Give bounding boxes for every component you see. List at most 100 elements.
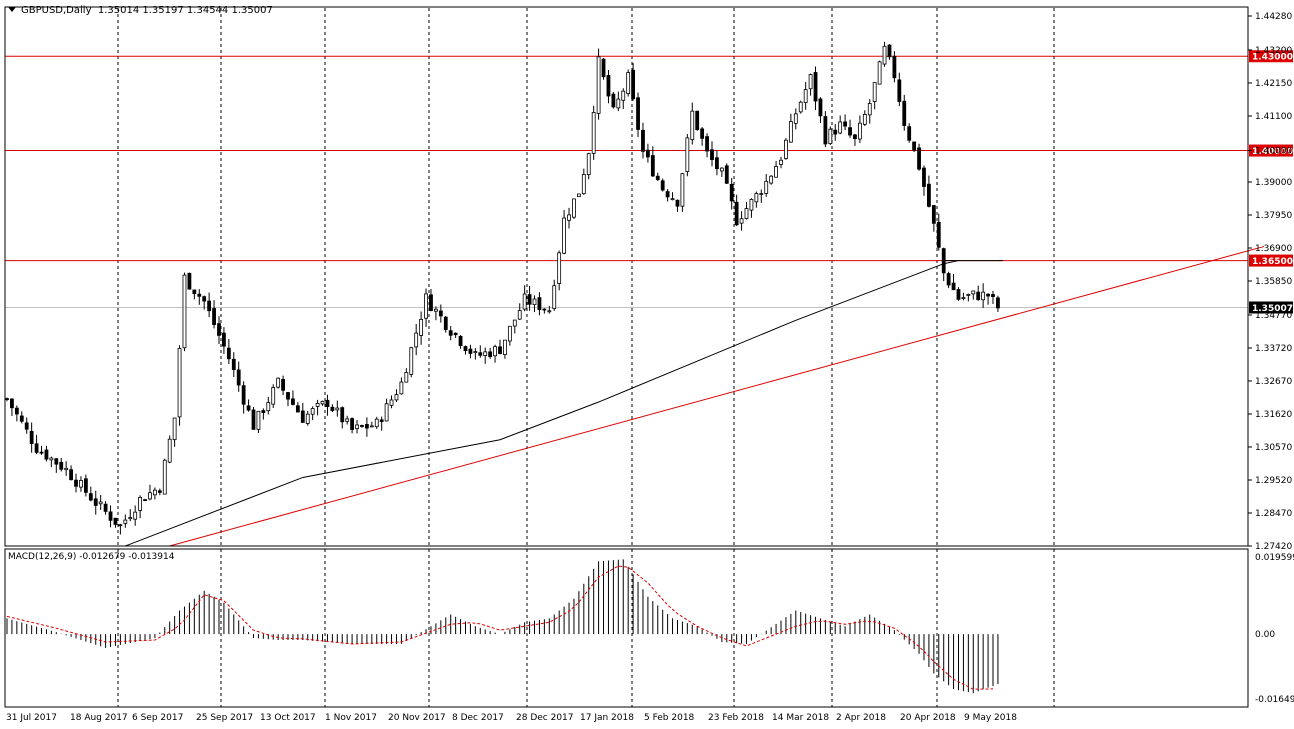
current-price-tag	[1249, 301, 1293, 314]
candle-body	[434, 308, 438, 312]
candle-body	[177, 348, 182, 418]
candle-body	[507, 325, 512, 342]
candle-body	[384, 403, 389, 422]
candle-body	[207, 300, 212, 312]
candle-body	[591, 112, 596, 154]
x-tick-label: 23 Feb 2018	[708, 713, 764, 723]
candle-body	[710, 149, 714, 160]
x-tick-label: 17 Jan 2018	[580, 713, 634, 723]
candle-body	[300, 410, 305, 423]
candle-body	[59, 461, 64, 470]
candle-body	[419, 319, 424, 336]
macd-pane-frame	[4, 548, 1249, 708]
candle-body	[966, 293, 971, 296]
candle-body	[705, 136, 709, 152]
candle-body	[996, 297, 1000, 309]
dropdown-triangle-icon[interactable]	[8, 7, 16, 12]
candle-body	[981, 291, 986, 301]
x-tick-label: 25 Sep 2017	[196, 713, 253, 723]
candle-body	[14, 407, 19, 415]
candle-body	[769, 175, 774, 184]
candle-body	[631, 69, 636, 100]
candle-body	[320, 400, 325, 405]
candle-body	[157, 490, 162, 493]
candle-body	[291, 398, 295, 405]
candle-body	[936, 221, 941, 248]
candle-body	[162, 459, 167, 495]
level-price-label: 1.43000	[1252, 53, 1293, 63]
candle-body	[108, 511, 113, 521]
candle-body	[512, 319, 517, 327]
candle-body	[695, 110, 700, 131]
candle-body	[828, 128, 833, 145]
candle-body	[128, 517, 133, 520]
candle-body	[813, 72, 818, 102]
candle-body	[473, 351, 478, 354]
x-tick-label: 28 Dec 2017	[516, 713, 574, 723]
candle-body	[54, 458, 59, 465]
candle-body	[803, 89, 808, 103]
candle-body	[862, 114, 867, 125]
y-tick-label: 1.31620	[1255, 410, 1292, 420]
candle-body	[148, 492, 152, 500]
candle-body	[646, 149, 650, 158]
candle-body	[266, 402, 271, 412]
x-tick-label: 6 Sep 2017	[132, 713, 183, 723]
trendline	[169, 245, 1265, 547]
candle-body	[774, 166, 778, 178]
candle-body	[138, 497, 143, 511]
candle-body	[719, 167, 724, 172]
candle-body	[182, 274, 187, 349]
x-tick-label: 20 Apr 2018	[900, 713, 956, 723]
candle-body	[971, 290, 976, 295]
candle-body	[562, 217, 566, 254]
macd-histogram	[6, 559, 999, 694]
candle-body	[912, 141, 917, 151]
candle-body	[848, 127, 852, 136]
y-tick-label: 1.41100	[1255, 112, 1292, 122]
candle-body	[902, 100, 907, 126]
candle-body	[872, 82, 877, 102]
axes	[4, 6, 1249, 708]
x-tick-label: 5 Feb 2018	[644, 713, 695, 723]
candle-body	[892, 55, 897, 79]
candle-body	[197, 293, 202, 297]
candle-body	[734, 201, 739, 226]
x-axis-labels: 31 Jul 2017 18 Aug 2017 6 Sep 2017 25 Sep 2…	[6, 713, 1017, 723]
y-tick-label: 1.34770	[1255, 311, 1292, 321]
candle-body	[192, 289, 197, 294]
candles	[5, 41, 1000, 535]
candle-body	[389, 399, 394, 406]
candle-body	[636, 97, 640, 130]
macd-y-tick-label: 0.019599	[1255, 553, 1294, 563]
candle-body	[907, 126, 912, 141]
ohlc-values: 1.35014 1.35197 1.34544 1.35007	[97, 5, 273, 16]
candle-body	[295, 405, 300, 413]
candle-body	[818, 98, 823, 117]
candle-body	[788, 121, 793, 143]
macd-header: MACD(12,26,9) -0.012679 -0.013914	[8, 552, 175, 562]
candle-body	[922, 167, 926, 187]
candle-body	[798, 101, 803, 113]
y-tick-label: 1.39000	[1255, 178, 1292, 188]
candle-body	[5, 398, 9, 400]
candle-body	[379, 419, 384, 422]
chart-header: GBPUSD,Daily 1.35014 1.35197 1.34544 1.3…	[8, 5, 273, 16]
candle-body	[537, 297, 542, 311]
candle-body	[685, 137, 690, 172]
candle-body	[951, 282, 956, 291]
candle-body	[675, 199, 680, 207]
candle-body	[956, 289, 961, 300]
candle-body	[976, 291, 981, 301]
candle-body	[443, 316, 448, 330]
candle-body	[79, 479, 83, 488]
candle-body	[118, 524, 123, 527]
candle-body	[882, 45, 887, 65]
candle-body	[246, 405, 251, 411]
candle-body	[93, 498, 98, 506]
candle-body	[823, 116, 828, 145]
candle-body	[843, 121, 847, 127]
macd-y-tick-label: -0.016491	[1255, 695, 1294, 705]
level-price-tag	[1249, 254, 1293, 267]
candle-body	[222, 332, 226, 347]
